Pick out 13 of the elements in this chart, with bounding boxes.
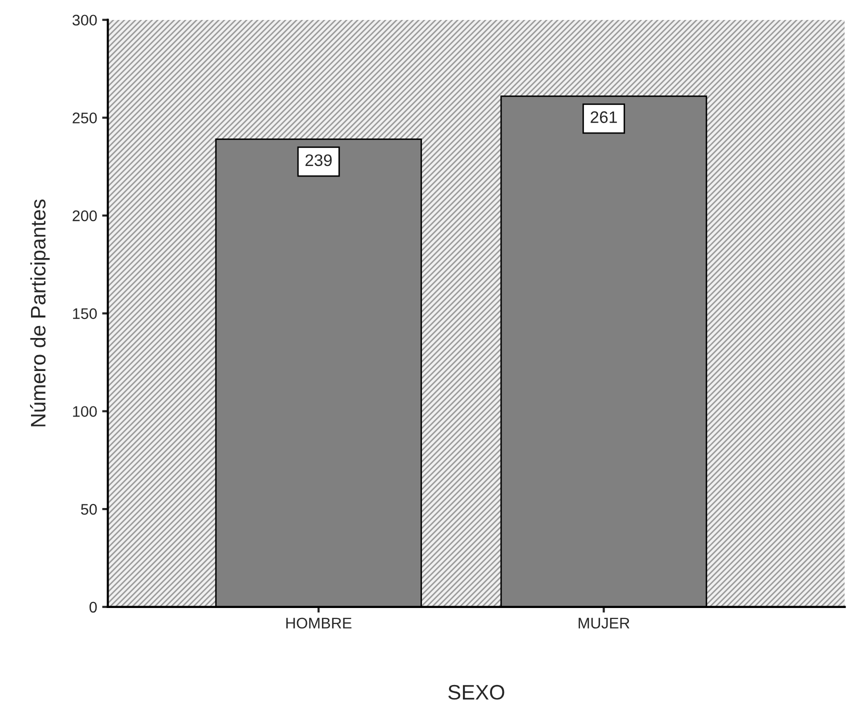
data-label: 261 bbox=[590, 111, 617, 124]
x-axis-title: SEXO bbox=[448, 684, 504, 700]
data-label: 239 bbox=[306, 154, 332, 166]
x-tick-label: HOMBRE bbox=[286, 618, 352, 629]
y-tick-label: 200 bbox=[72, 210, 97, 222]
y-tick-label: 50 bbox=[81, 504, 97, 515]
y-tick-label: 0 bbox=[90, 602, 97, 613]
x-tick-label: MUJER bbox=[578, 618, 630, 629]
y-tick-label: 150 bbox=[73, 308, 97, 320]
y-tick-label: 100 bbox=[73, 406, 97, 417]
y-tick-label: 250 bbox=[72, 112, 97, 124]
y-tick-label: 300 bbox=[72, 14, 97, 26]
y-axis-title: Número de Participantes bbox=[30, 199, 50, 426]
